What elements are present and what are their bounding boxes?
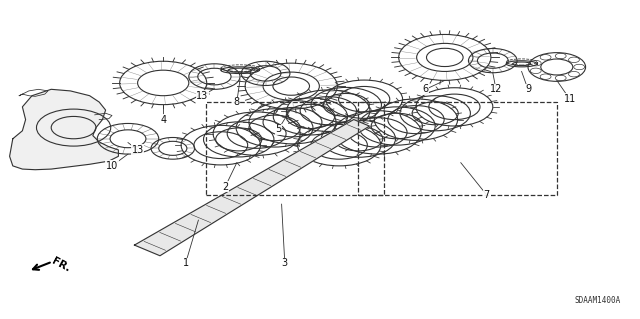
Text: 11: 11	[563, 94, 576, 104]
Text: 3: 3	[282, 258, 288, 268]
Text: 5: 5	[275, 124, 282, 134]
Text: 12: 12	[490, 84, 502, 94]
Bar	[206, 102, 384, 195]
Polygon shape	[134, 120, 369, 256]
Text: SDAAM1400A: SDAAM1400A	[575, 296, 621, 305]
Text: 2: 2	[222, 182, 228, 192]
Text: 1: 1	[182, 258, 189, 268]
Text: 6: 6	[422, 84, 429, 94]
Text: FR.: FR.	[50, 256, 72, 274]
Text: 7: 7	[483, 189, 490, 200]
Polygon shape	[10, 89, 118, 170]
Text: 10: 10	[106, 161, 118, 171]
Text: 9: 9	[525, 84, 531, 94]
Text: 8: 8	[234, 97, 240, 107]
Bar	[358, 102, 557, 195]
Text: 13: 13	[131, 145, 144, 155]
Text: 13: 13	[196, 91, 209, 101]
Text: 4: 4	[160, 115, 166, 125]
